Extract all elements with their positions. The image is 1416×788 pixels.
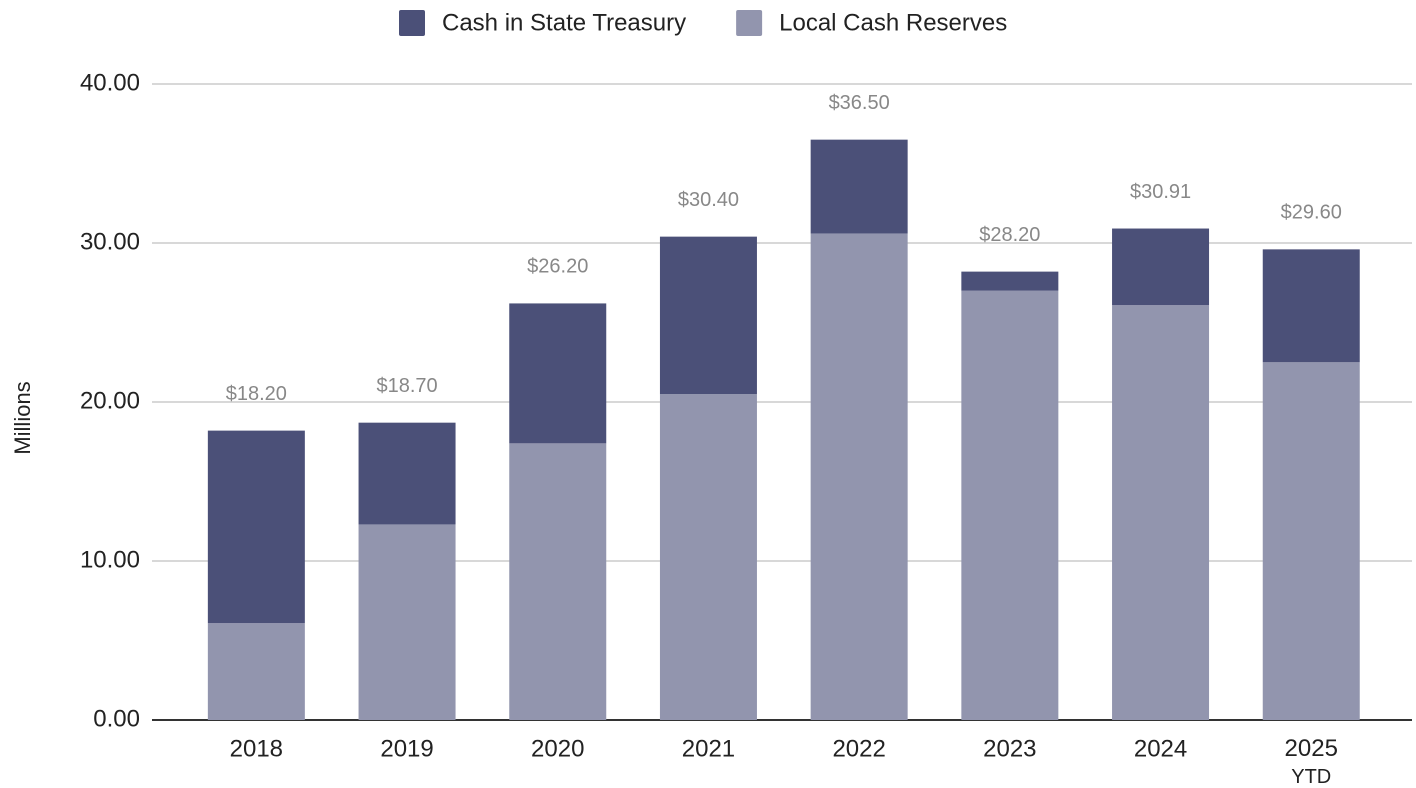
bar-segment — [961, 290, 1059, 720]
x-tick-label: 2019 — [380, 735, 433, 762]
total-label: $26.20 — [527, 256, 588, 278]
bar-segment — [1262, 249, 1360, 363]
bar-segment — [810, 233, 908, 720]
bar-segment — [207, 623, 305, 720]
x-tick-label: 2024 — [1134, 735, 1187, 762]
x-tick-label: 2023 — [983, 735, 1036, 762]
x-tick-label: 2021 — [682, 735, 735, 762]
legend-label: Local Cash Reserves — [779, 9, 1007, 36]
y-tick-label: 40.00 — [80, 69, 140, 96]
bar-segment — [659, 394, 757, 720]
x-tick-label: 2018 — [230, 735, 283, 762]
x-tick-label: 2025 YTD — [1285, 735, 1338, 788]
legend-label: Cash in State Treasury — [442, 9, 686, 36]
bar-segment — [207, 430, 305, 624]
legend-swatch — [399, 10, 425, 36]
y-tick-label: 10.00 — [80, 546, 140, 573]
total-label: $36.50 — [829, 92, 890, 114]
total-label: $18.70 — [376, 375, 437, 397]
y-tick-label: 0.00 — [93, 705, 140, 732]
bar-segment — [358, 422, 456, 525]
total-label: $29.60 — [1281, 202, 1342, 224]
bar-segment — [1262, 362, 1360, 720]
bar-segment — [509, 303, 607, 444]
x-tick-label: 2020 — [531, 735, 584, 762]
x-tick-line: 2025 — [1285, 735, 1338, 762]
x-tick-label: 2022 — [832, 735, 885, 762]
bar-segment — [810, 139, 908, 234]
y-tick-label: 30.00 — [80, 228, 140, 255]
total-label: $28.20 — [979, 224, 1040, 246]
bar-segment — [961, 271, 1059, 291]
total-label: $30.91 — [1130, 181, 1191, 203]
total-label: $30.40 — [678, 189, 739, 211]
legend-swatch — [736, 10, 763, 36]
bar-segment — [1112, 305, 1210, 720]
x-tick-line: YTD — [1291, 766, 1331, 788]
y-axis-label: Millions — [10, 381, 35, 454]
y-tick-label: 20.00 — [80, 387, 140, 414]
bar-segment — [509, 443, 607, 720]
bar-segment — [659, 236, 757, 395]
bar-segment — [1112, 228, 1210, 306]
bar-segment — [358, 524, 456, 720]
total-label: $18.20 — [226, 383, 287, 405]
